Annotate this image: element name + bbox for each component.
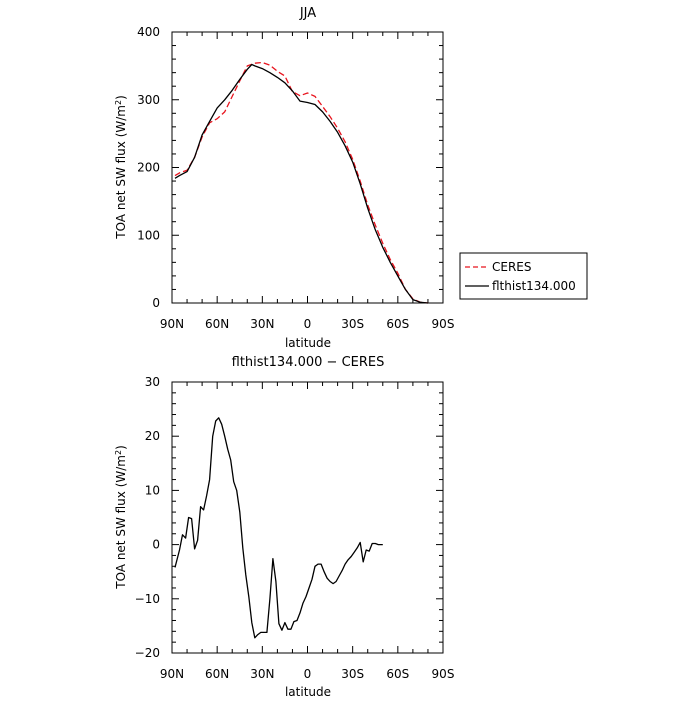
bottom-x-tick-label: 30N (250, 667, 274, 681)
top-x-tick-label: 60S (386, 317, 409, 331)
top-x-tick-label: 90S (432, 317, 455, 331)
top-plot-frame (171, 31, 444, 304)
bottom-y-tick-label: 30 (145, 375, 160, 389)
bottom-panel: flthist134.000 − CERES 90N 60N 30N 0 30S 60S 9… (114, 355, 455, 699)
bottom-y-axis-title-sup: 2 (114, 450, 123, 455)
top-panel: JJA 90N 60N 30N 0 30S 60S 90S 0 100 200 300 400 la… (114, 6, 588, 350)
bottom-x-tick-label: 90S (432, 667, 455, 681)
top-y-axis-title-tail: ) (114, 95, 128, 100)
top-y-tick-label: 400 (137, 25, 160, 39)
top-x-tick-label: 90N (160, 317, 184, 331)
top-x-tick-labels: 90N 60N 30N 0 30S 60S 90S (160, 317, 455, 331)
legend-label-model: flthist134.000 (492, 279, 576, 293)
legend-box (459, 252, 588, 300)
top-y-tick-label: 200 (137, 161, 160, 175)
bottom-plot-frame (171, 381, 444, 654)
top-series-line-ceres (174, 61, 428, 304)
bottom-x-tick-label: 60N (205, 667, 229, 681)
top-chart-title: JJA (299, 6, 316, 21)
bottom-x-tick-label: 60S (386, 667, 409, 681)
bottom-y-axis-title-main: TOA net SW flux (W/m (114, 455, 128, 590)
bottom-chart-title: flthist134.000 − CERES (232, 355, 385, 370)
legend: CERES flthist134.000 (459, 252, 588, 300)
bottom-x-tick-labels: 90N 60N 30N 0 30S 60S 90S (160, 667, 455, 681)
bottom-x-tick-label: 90N (160, 667, 184, 681)
bottom-y-tick-label: −10 (135, 592, 160, 606)
bottom-y-tick-labels: −20 −10 0 10 20 30 (135, 375, 160, 660)
top-y-tick-label: 0 (152, 296, 160, 310)
top-series-group (174, 61, 428, 304)
bottom-y-axis-title: TOA net SW flux (W/m2) (114, 445, 129, 590)
bottom-y-tick-label: 10 (145, 483, 160, 497)
top-y-axis-title-sup: 2 (114, 100, 123, 105)
top-y-tick-label: 100 (137, 228, 160, 242)
legend-label-ceres: CERES (492, 260, 532, 274)
bottom-x-axis-title: latitude (285, 685, 331, 699)
bottom-series-line-difference (174, 417, 383, 639)
bottom-y-axis-title-tail: ) (114, 445, 128, 450)
top-y-tick-label: 300 (137, 93, 160, 107)
top-y-axis-title: TOA net SW flux (W/m2) (114, 95, 129, 240)
bottom-x-tick-label: 0 (304, 667, 312, 681)
top-x-tick-label: 30N (250, 317, 274, 331)
top-x-tick-label: 0 (304, 317, 312, 331)
bottom-tick-marks (171, 381, 444, 654)
top-series-line-flthist134-000 (174, 63, 428, 304)
top-y-tick-labels: 0 100 200 300 400 (137, 25, 160, 310)
top-tick-marks (171, 31, 444, 304)
top-y-axis-title-main: TOA net SW flux (W/m (114, 105, 128, 240)
bottom-y-tick-label: 0 (152, 538, 160, 552)
bottom-y-tick-label: 20 (145, 429, 160, 443)
top-x-axis-title: latitude (285, 336, 331, 350)
top-x-tick-label: 60N (205, 317, 229, 331)
top-x-tick-label: 30S (341, 317, 364, 331)
bottom-y-tick-label: −20 (135, 646, 160, 660)
bottom-x-tick-label: 30S (341, 667, 364, 681)
bottom-series-group (174, 417, 383, 639)
